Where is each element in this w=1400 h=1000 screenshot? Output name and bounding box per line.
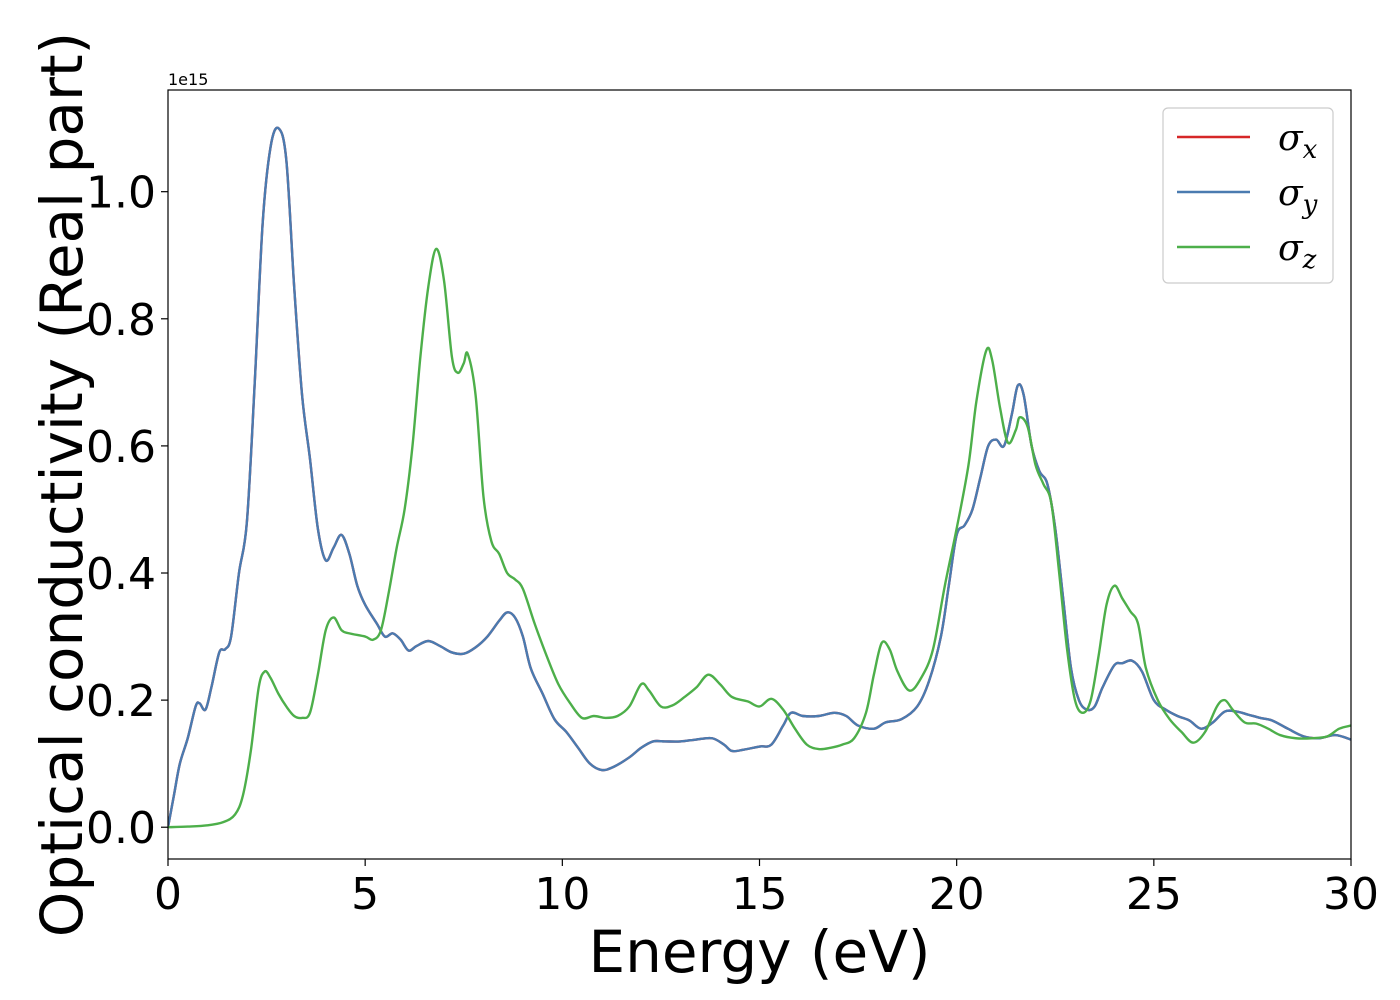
legend-items: σx σy σz	[1177, 118, 1318, 275]
y-tick-label: 0.6	[86, 422, 156, 473]
y-tick-label: 1.0	[86, 168, 156, 219]
y-axis-offset-label: 1e15	[168, 70, 208, 89]
x-tick-label: 0	[154, 869, 182, 920]
x-tick-label: 15	[732, 869, 788, 920]
x-tick-label: 10	[534, 869, 590, 920]
x-axis-ticks: 0 5 10 15 20 25 30	[154, 859, 1379, 920]
x-tick-label: 20	[929, 869, 985, 920]
y-axis-label: Optical conductivity (Real part)	[28, 32, 96, 937]
legend-box	[1162, 107, 1334, 284]
legend-label-y: σy	[1278, 173, 1318, 220]
y-tick-label: 0.4	[86, 549, 156, 600]
y-tick-label: 0.2	[86, 676, 156, 727]
x-axis-label: Energy (eV)	[588, 918, 930, 986]
series-line-y	[168, 126, 1351, 828]
y-tick-label: 0.0	[86, 803, 156, 854]
series-layer	[168, 126, 1351, 829]
x-tick-label: 25	[1126, 869, 1182, 920]
x-tick-label: 5	[351, 869, 379, 920]
x-tick-label: 30	[1323, 869, 1379, 920]
plot-area	[167, 89, 1352, 860]
legend-label-x: σx	[1278, 118, 1318, 165]
y-axis-ticks: 0.0 0.2 0.4 0.6 0.8 1.0	[86, 168, 168, 854]
series-line-z	[168, 247, 1351, 829]
plot-background	[168, 90, 1351, 859]
legend-label-z: σz	[1278, 228, 1317, 275]
legend: σx σy σz	[1162, 107, 1334, 284]
y-tick-label: 0.8	[86, 295, 156, 346]
